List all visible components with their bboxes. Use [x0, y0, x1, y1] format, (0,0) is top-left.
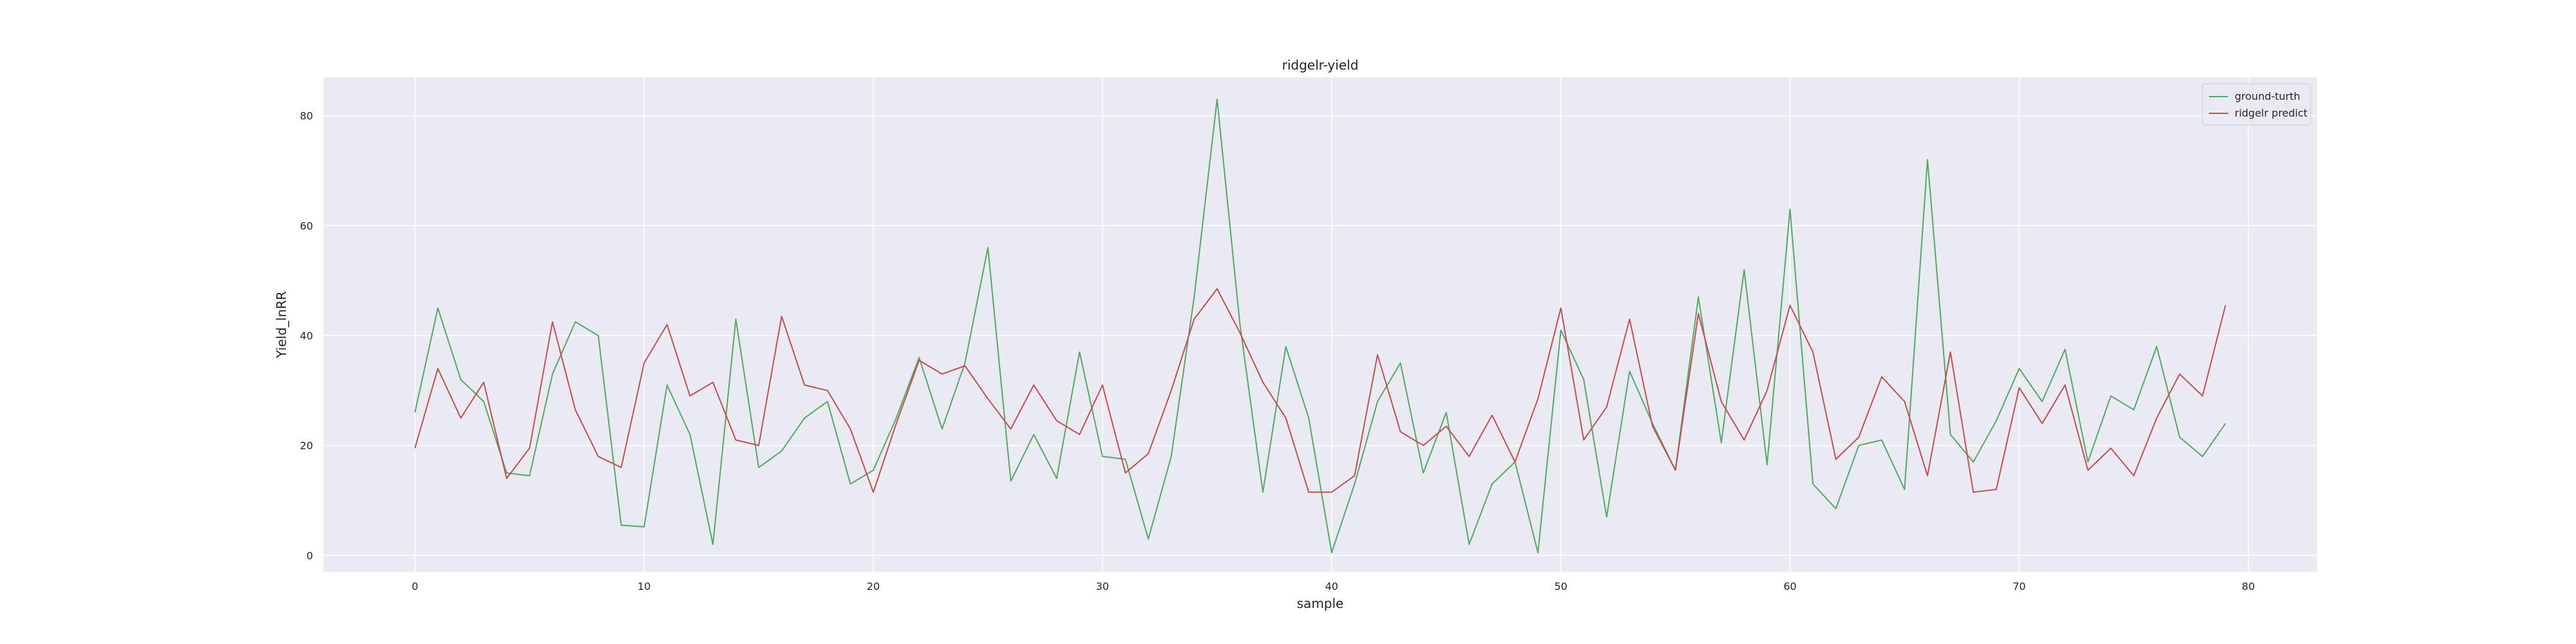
legend-label-ground-turth: ground-turth [2235, 90, 2300, 102]
y-tick-label: 80 [300, 110, 313, 122]
legend: ground-turth ridgelr predict [2202, 83, 2311, 126]
x-tick-label: 50 [1554, 580, 1567, 592]
x-tick-label: 20 [867, 580, 880, 592]
y-tick-label: 40 [300, 330, 313, 342]
chart-title: ridgelr-yield [1282, 57, 1359, 73]
x-tick-label: 70 [2012, 580, 2025, 592]
y-axis-label: Yield_lnRR [274, 291, 289, 359]
x-tick-label: 60 [1783, 580, 1796, 592]
plot-area [323, 77, 2317, 572]
y-tick-label: 0 [307, 549, 313, 562]
series-line-ground-turth [414, 99, 2226, 554]
x-tick-label: 10 [638, 580, 650, 592]
legend-label-ridgelr-predict: ridgelr predict [2235, 107, 2307, 119]
series-line-ridgelr-predict [414, 288, 2226, 493]
x-tick-label: 30 [1096, 580, 1109, 592]
x-tick-label: 80 [2242, 580, 2255, 592]
x-tick-label: 40 [1325, 580, 1338, 592]
tick-labels: 0 10 20 30 40 50 60 70 80 0 20 40 60 80 [300, 110, 2255, 592]
grid-lines [323, 77, 2317, 572]
x-tick-label: 0 [412, 580, 418, 592]
x-axis-label: sample [1297, 596, 1344, 611]
y-tick-label: 60 [300, 220, 313, 232]
y-tick-label: 20 [300, 440, 313, 452]
legend-box [2202, 83, 2311, 126]
series-lines [414, 99, 2226, 554]
